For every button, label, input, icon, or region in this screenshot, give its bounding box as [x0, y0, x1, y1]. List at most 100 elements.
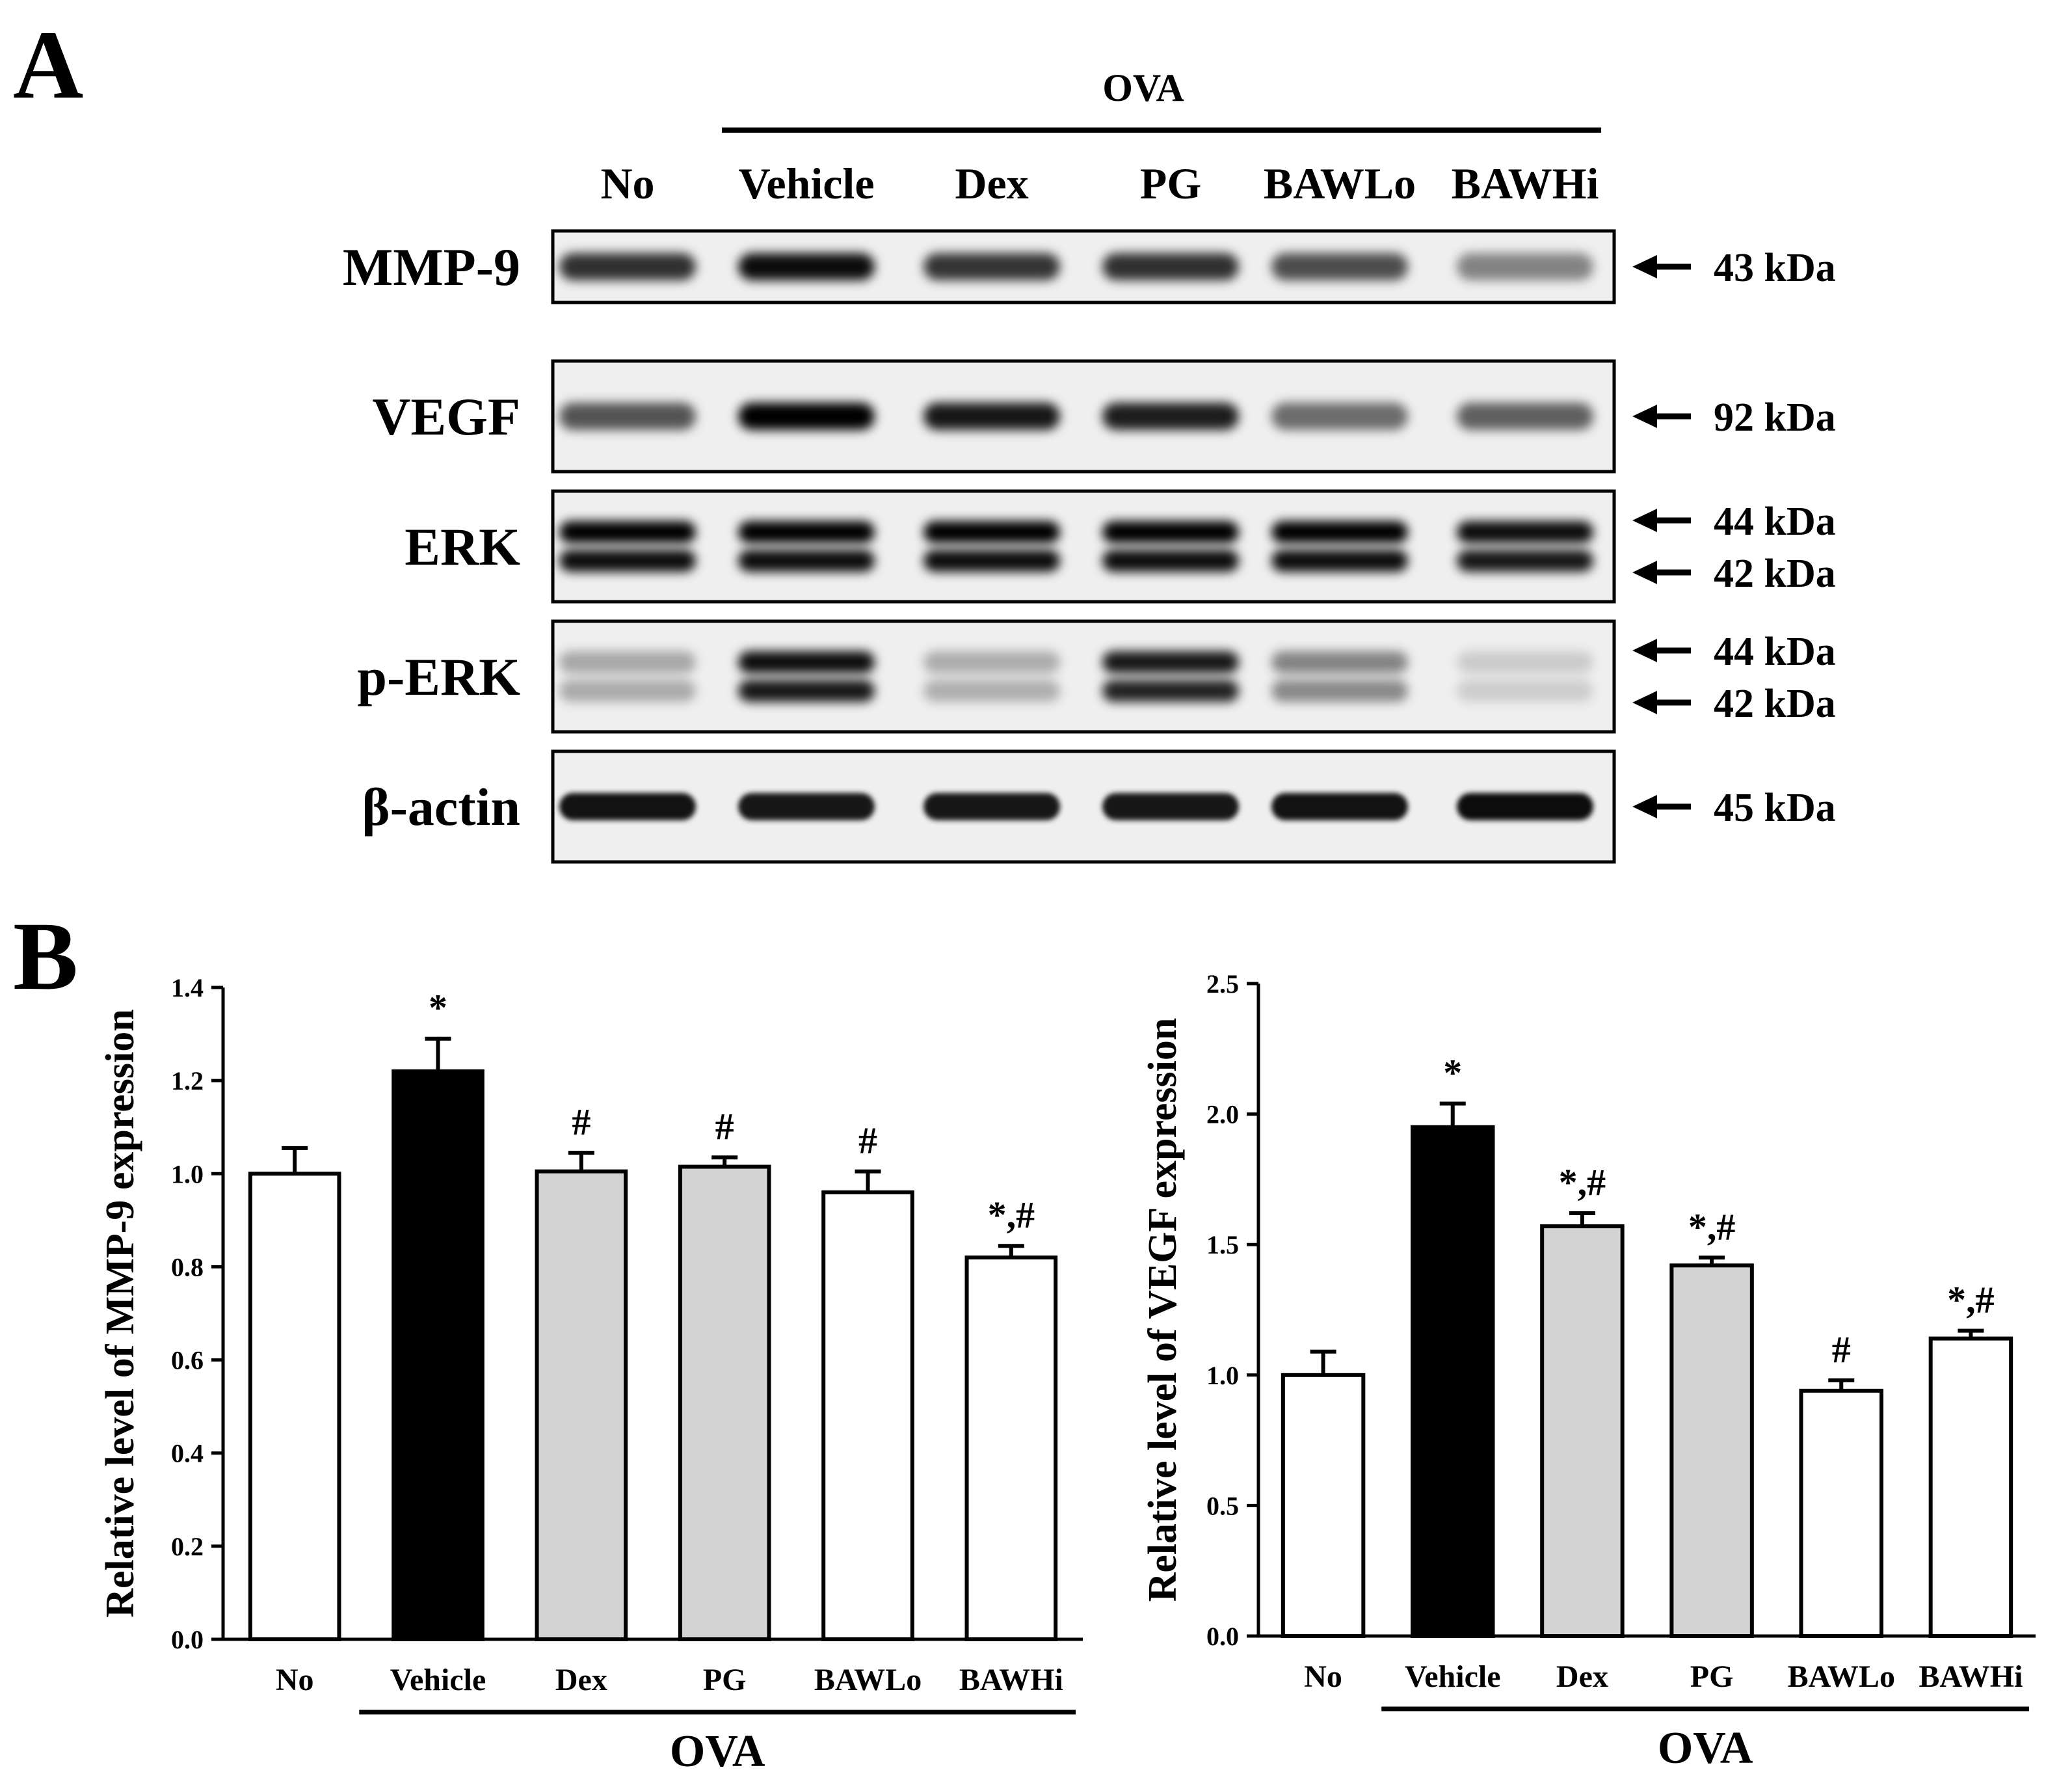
- x-tick-label-bawhi: BAWHi: [1919, 1659, 2023, 1694]
- bar-no: [1281, 1373, 1366, 1639]
- band-bawlo: [1271, 521, 1408, 543]
- blot-frame: [551, 359, 1616, 474]
- y-tick-label: 1.4: [171, 973, 204, 1002]
- band-no: [559, 793, 696, 820]
- significance-label: #: [715, 1105, 734, 1148]
- band-bawhi: [1457, 253, 1593, 280]
- marker-label: 43 kDa: [1714, 246, 1836, 290]
- blot-frame: [551, 749, 1616, 864]
- x-tick-label-pg: PG: [1690, 1659, 1734, 1694]
- band-dex: [923, 403, 1060, 430]
- band-bawhi: [1457, 680, 1593, 702]
- band-dex: [923, 253, 1060, 280]
- y-tick-label: 2.0: [1206, 1100, 1239, 1129]
- lane-label-vehicle: Vehicle: [738, 159, 874, 208]
- band-vehicle: [738, 521, 875, 543]
- band-vehicle: [738, 253, 875, 280]
- marker-arrow-head: [1632, 509, 1657, 532]
- x-axis-title: OVA: [670, 1726, 765, 1777]
- band-bawlo: [1271, 680, 1408, 702]
- bar-dex: [1540, 1224, 1625, 1638]
- blot-label: p-ERK: [357, 647, 520, 706]
- x-tick-label-bawlo: BAWLo: [814, 1663, 922, 1697]
- x-axis-title: OVA: [1658, 1723, 1753, 1773]
- x-tick-label-pg: PG: [703, 1663, 747, 1697]
- band-pg: [1102, 651, 1239, 673]
- marker-arrow-head: [1632, 255, 1657, 278]
- x-tick-label-dex: Dex: [555, 1663, 607, 1697]
- lane-label-pg: PG: [1140, 159, 1201, 208]
- band-pg: [1102, 403, 1239, 430]
- marker-label: 44 kDa: [1714, 500, 1836, 544]
- bar-pg: [678, 1164, 771, 1642]
- blot-frame: [551, 489, 1616, 604]
- x-tick-label-dex: Dex: [1556, 1659, 1608, 1694]
- band-pg: [1102, 550, 1239, 572]
- marker-label: 42 kDa: [1714, 552, 1836, 596]
- band-no: [559, 253, 696, 280]
- y-tick-label: 0.6: [171, 1346, 204, 1375]
- y-tick-label: 0.5: [1206, 1491, 1239, 1520]
- blot-vegf: VEGF 92 kDa: [372, 359, 1836, 474]
- significance-label: #: [858, 1120, 877, 1162]
- marker-label: 42 kDa: [1714, 682, 1836, 726]
- y-tick-label: 0.0: [1206, 1622, 1239, 1651]
- lane-label-bawlo: BAWLo: [1264, 159, 1416, 208]
- band-pg: [1102, 521, 1239, 543]
- significance-label: *,#: [1559, 1161, 1606, 1203]
- band-pg: [1102, 793, 1239, 820]
- blot-frame: [551, 619, 1616, 734]
- x-tick-label-bawhi: BAWHi: [959, 1663, 1063, 1697]
- band-pg: [1102, 253, 1239, 280]
- band-vehicle: [738, 793, 875, 820]
- lane-label-no: No: [600, 159, 654, 208]
- band-vehicle: [738, 403, 875, 430]
- panel-a-label: A: [13, 11, 83, 119]
- vegf-bar-chart: 0.0 0.5 1.0 1.5 2.0 2.5 Relative level of VEGF…: [1141, 969, 2036, 1773]
- band-dex: [923, 793, 1060, 820]
- band-dex: [923, 651, 1060, 673]
- band-bawlo: [1271, 253, 1408, 280]
- ova-label-blot: OVA: [1102, 66, 1184, 109]
- y-tick-label: 1.2: [171, 1066, 204, 1095]
- significance-label: *: [1443, 1052, 1462, 1094]
- bar-bawhi: [1928, 1336, 2013, 1639]
- marker-arrow-head: [1632, 691, 1657, 714]
- y-axis-title: Relative level of VEGF expression: [1141, 1018, 1185, 1602]
- band-bawhi: [1457, 550, 1593, 572]
- band-bawhi: [1457, 521, 1593, 543]
- blot-label: MMP-9: [343, 237, 520, 297]
- marker-label: 45 kDa: [1714, 786, 1836, 830]
- bar-bawhi: [964, 1255, 1058, 1641]
- y-tick-label: 0.8: [171, 1252, 204, 1282]
- bar-bawlo: [1799, 1388, 1883, 1639]
- marker-arrow-head: [1632, 639, 1657, 662]
- bar-bawlo: [821, 1190, 914, 1641]
- marker-arrow-head: [1632, 405, 1657, 428]
- y-tick-label: 1.0: [1206, 1361, 1239, 1390]
- marker-arrow-head: [1632, 561, 1657, 584]
- blot-p-erk: p-ERK 44 kDa 42 kDa: [357, 619, 1836, 734]
- lane-label-bawhi: BAWHi: [1452, 159, 1599, 208]
- band-no: [559, 651, 696, 673]
- mmp9-bar-chart: 0.0 0.2 0.4 0.6 0.8 1.0 1.2 1.4 Relative level o…: [98, 973, 1083, 1777]
- marker-arrow-head: [1632, 795, 1657, 818]
- significance-label: #: [572, 1101, 591, 1143]
- y-axis-title: Relative level of MMP-9 expression: [98, 1009, 142, 1617]
- band-bawlo: [1271, 403, 1408, 430]
- bar-vehicle: [392, 1069, 485, 1642]
- band-no: [559, 550, 696, 572]
- y-tick-label: 0.0: [171, 1625, 204, 1654]
- panel-b-label: B: [13, 902, 78, 1010]
- blot-frame: [551, 229, 1616, 304]
- marker-label: 92 kDa: [1714, 396, 1836, 440]
- band-vehicle: [738, 680, 875, 702]
- lane-label-dex: Dex: [955, 159, 1028, 208]
- significance-label: *,#: [1947, 1279, 1995, 1321]
- band-bawlo: [1271, 651, 1408, 673]
- x-tick-label-vehicle: Vehicle: [390, 1663, 486, 1697]
- x-tick-label-bawlo: BAWLo: [1788, 1659, 1895, 1694]
- significance-label: *: [429, 987, 447, 1029]
- blot-label: VEGF: [372, 387, 520, 446]
- band-dex: [923, 680, 1060, 702]
